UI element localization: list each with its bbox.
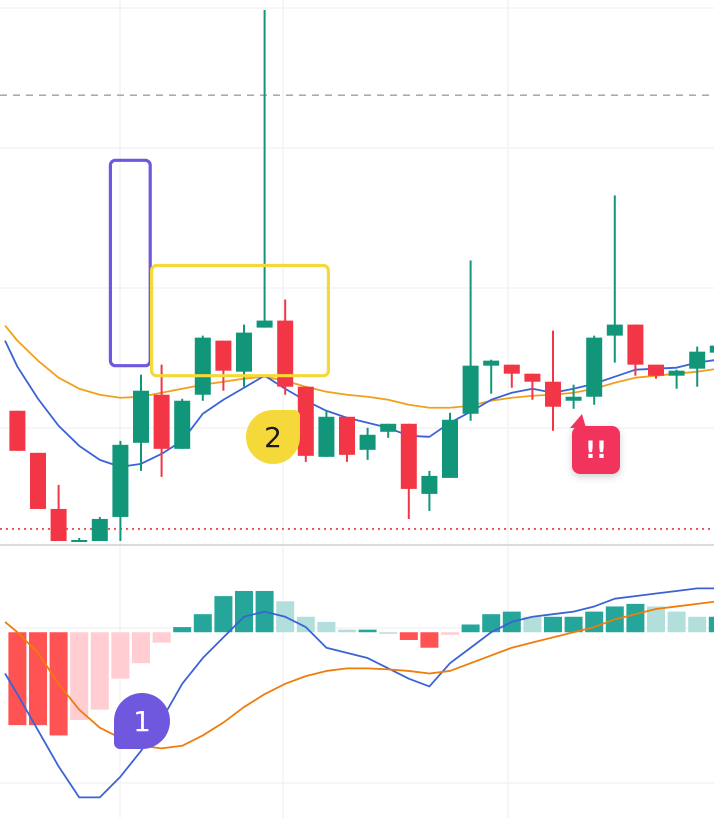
candle-up xyxy=(709,345,714,353)
candle-down xyxy=(400,423,417,489)
macd-histogram-bar xyxy=(647,606,665,633)
macd-histogram-bar xyxy=(420,632,439,648)
macd-histogram-bar xyxy=(132,632,150,664)
macd-histogram-bar xyxy=(688,616,707,633)
macd-histogram-bar xyxy=(338,629,356,633)
macd-histogram-bar xyxy=(564,616,583,633)
macd-histogram-bar xyxy=(461,624,480,633)
candle-up xyxy=(91,518,108,541)
candle-down xyxy=(50,508,67,541)
candle-up xyxy=(689,351,706,369)
candle-up xyxy=(380,423,397,432)
candle-down xyxy=(339,416,355,455)
macd-histogram-bar xyxy=(667,611,686,633)
macd-histogram-bar xyxy=(708,616,714,633)
macd-histogram-bar xyxy=(317,621,336,633)
candle-up xyxy=(462,365,479,414)
annotation-badge-2[interactable]: 2 xyxy=(246,410,300,464)
macd-histogram-bar xyxy=(173,627,192,633)
alert-badge-label: !! xyxy=(585,436,607,464)
macd-histogram-bar xyxy=(29,632,47,726)
macd-histogram-bar xyxy=(585,611,604,633)
macd-histogram-bar xyxy=(399,632,418,640)
annotation-box-2 xyxy=(150,263,331,378)
macd-histogram-bar xyxy=(8,632,27,726)
macd-histogram-bar xyxy=(296,616,315,633)
candle-up xyxy=(194,337,211,395)
macd-histogram-bar xyxy=(544,616,562,633)
macd-histogram-bar xyxy=(193,614,212,633)
annotation-box-1 xyxy=(108,158,152,368)
candle-down xyxy=(277,320,294,387)
candle-up xyxy=(112,444,129,517)
macd-histogram-bar xyxy=(482,614,501,633)
candle-up xyxy=(606,324,623,336)
alert-badge[interactable]: !! xyxy=(570,414,620,474)
candle-up xyxy=(421,475,438,494)
macd-histogram-bar xyxy=(358,629,377,633)
candle-down xyxy=(215,340,232,371)
candle-up xyxy=(318,416,335,457)
candle-down xyxy=(30,452,46,509)
candle-down xyxy=(648,364,664,376)
candle-down xyxy=(524,373,541,382)
candle-up xyxy=(483,360,500,366)
annotation-badge-1[interactable]: 1 xyxy=(114,693,170,749)
candle-up xyxy=(174,400,191,449)
candle-up xyxy=(668,370,685,376)
macd-histogram-bar xyxy=(626,603,645,633)
candle-up xyxy=(236,332,252,372)
macd-line xyxy=(4,587,714,799)
candle-down xyxy=(503,364,520,374)
candle-up xyxy=(133,390,149,443)
macd-histogram-bar xyxy=(441,632,459,635)
candle-up xyxy=(359,434,376,450)
annotation-badge-2-label: 2 xyxy=(264,420,282,454)
macd-histogram-bar xyxy=(70,632,89,720)
candle-down xyxy=(297,386,314,456)
macd-histogram-bar xyxy=(214,596,233,633)
candle-up xyxy=(71,539,88,542)
candle-up xyxy=(586,337,603,397)
macd-histogram-bar xyxy=(152,632,171,643)
candle-down xyxy=(545,381,561,407)
annotation-badge-1-label: 1 xyxy=(133,704,151,738)
candle-down xyxy=(153,394,170,449)
macd-histogram-bar xyxy=(523,616,542,633)
macd-histogram-bar xyxy=(235,590,253,633)
candle-up xyxy=(565,396,582,401)
macd-histogram-bar xyxy=(379,632,398,634)
candle-up xyxy=(442,419,458,478)
candle-down xyxy=(9,410,26,451)
macd-histogram-bar xyxy=(90,632,109,710)
candle-down xyxy=(627,324,644,365)
macd-histogram-bar xyxy=(111,632,130,679)
candle-up xyxy=(256,320,273,328)
